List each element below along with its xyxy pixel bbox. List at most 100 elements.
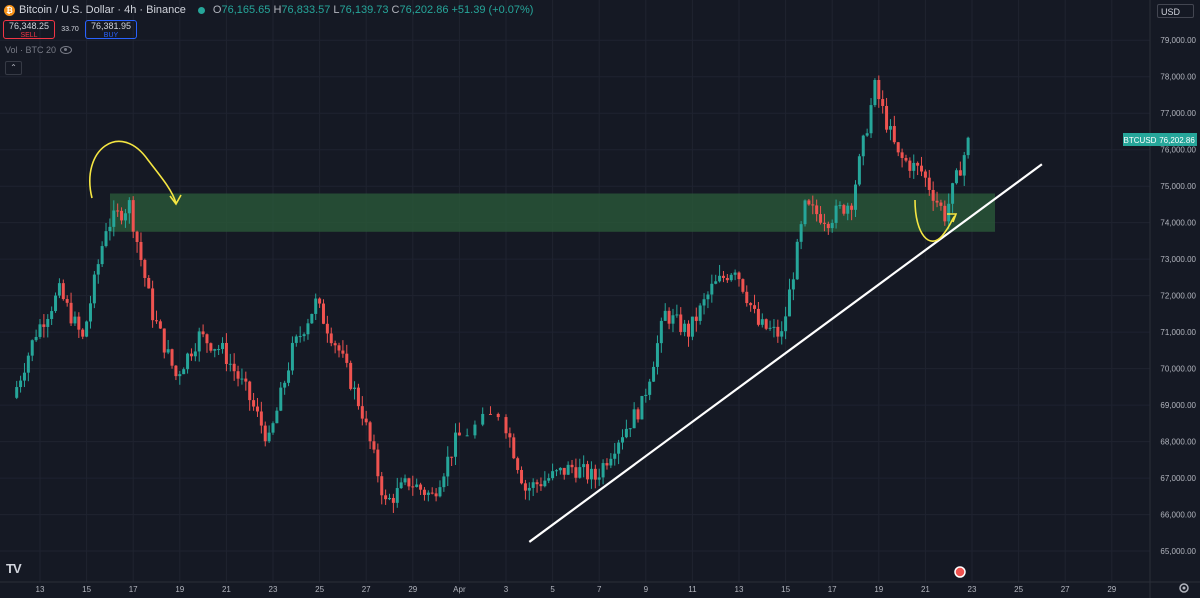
candle-body xyxy=(255,406,259,412)
support-zone xyxy=(110,193,995,232)
candle-body xyxy=(512,437,516,459)
volume-indicator-legend[interactable]: Vol · BTC 20 xyxy=(5,45,73,55)
candle-body xyxy=(628,428,632,430)
x-tick-label: 13 xyxy=(735,585,744,594)
candle-body xyxy=(248,381,252,401)
candle-body xyxy=(675,314,679,316)
buy-button[interactable]: 76,381.95 BUY xyxy=(85,20,137,39)
candle-body xyxy=(593,468,597,480)
candle-body xyxy=(900,152,904,158)
x-tick-label: 19 xyxy=(175,585,184,594)
market-status-icon xyxy=(197,6,205,14)
eye-icon[interactable] xyxy=(60,46,73,54)
candle-body xyxy=(923,171,927,178)
candle-body xyxy=(318,298,322,304)
candle-body xyxy=(209,343,213,351)
volume-indicator-label: Vol · BTC 20 xyxy=(5,45,57,55)
candle-body xyxy=(488,413,492,415)
candle-body xyxy=(896,142,900,153)
candle-body xyxy=(337,345,341,351)
x-tick-label: 21 xyxy=(222,585,231,594)
candle-body xyxy=(442,476,446,488)
arc-annotation-bottom xyxy=(914,199,956,242)
symbol-title[interactable]: Bitcoin / U.S. Dollar · 4h · Binance xyxy=(19,4,186,16)
candle-body xyxy=(621,437,624,443)
candle-body xyxy=(287,370,291,383)
candle-body xyxy=(846,205,850,214)
candle-body xyxy=(939,202,943,206)
candle-body xyxy=(718,275,722,282)
trendline xyxy=(528,163,1043,543)
y-tick-label: 75,000.00 xyxy=(1160,182,1196,191)
candle-body xyxy=(201,331,205,335)
candle-body xyxy=(760,319,764,325)
candle-body xyxy=(415,484,419,487)
candle-body xyxy=(454,432,458,457)
collapse-legend-button[interactable]: ⌃ xyxy=(5,61,22,75)
candle-body xyxy=(104,231,108,247)
candle-body xyxy=(356,387,360,407)
candle-body xyxy=(380,476,384,496)
candle-body xyxy=(644,394,648,397)
candle-body xyxy=(698,305,702,321)
x-tick-label: 5 xyxy=(550,585,555,594)
candle-body xyxy=(42,324,46,327)
candle-body xyxy=(376,449,380,477)
candle-body xyxy=(419,484,423,490)
candle-body xyxy=(729,274,733,281)
candle-body xyxy=(244,378,248,382)
y-tick-label: 76,000.00 xyxy=(1160,146,1196,155)
candle-body xyxy=(562,467,566,475)
candle-body xyxy=(819,214,823,223)
candle-body xyxy=(854,184,857,210)
candle-body xyxy=(65,299,69,303)
candle-body xyxy=(756,308,760,325)
candle-body xyxy=(605,463,609,466)
candle-body xyxy=(450,456,454,458)
candle-body xyxy=(259,411,263,426)
gear-icon[interactable] xyxy=(1178,582,1190,594)
candle-body xyxy=(787,289,791,317)
candle-body xyxy=(912,162,916,171)
x-tick-label: 29 xyxy=(408,585,417,594)
candle-body xyxy=(671,315,675,324)
candle-body xyxy=(283,382,287,388)
candle-body xyxy=(799,224,803,242)
candle-body xyxy=(139,241,143,260)
candle-body xyxy=(306,323,310,335)
candle-body xyxy=(151,288,155,321)
candle-body xyxy=(694,316,698,321)
candle-body xyxy=(19,380,23,388)
last-price-symbol: BTCUSD xyxy=(1124,136,1157,145)
candle-body xyxy=(298,336,302,338)
candle-body xyxy=(182,369,186,375)
candle-body xyxy=(236,371,240,379)
candle-body xyxy=(589,468,593,480)
candle-body xyxy=(842,205,846,214)
candle-body xyxy=(679,314,683,332)
candle-body xyxy=(597,477,601,480)
candle-body xyxy=(446,456,450,477)
candle-body xyxy=(112,210,116,227)
candle-body xyxy=(873,80,877,106)
candle-body xyxy=(659,320,663,344)
x-tick-label: 7 xyxy=(597,585,602,594)
x-tick-label: 21 xyxy=(921,585,930,594)
candle-body xyxy=(131,200,135,232)
candle-body xyxy=(935,200,939,203)
y-tick-label: 71,000.00 xyxy=(1160,328,1196,337)
y-tick-label: 67,000.00 xyxy=(1160,474,1196,483)
last-price-value: 76,202.86 xyxy=(1159,136,1195,145)
candle-body xyxy=(88,303,92,322)
x-tick-label: 13 xyxy=(36,585,45,594)
candle-body xyxy=(578,467,582,478)
sell-button[interactable]: 76,348.25 SELL xyxy=(3,20,55,39)
candle-body xyxy=(815,205,819,215)
arrow-head-bottom xyxy=(947,213,958,223)
currency-selector[interactable]: USD xyxy=(1157,4,1194,18)
candle-body xyxy=(426,492,430,495)
ohlc-values: O76,165.65 H76,833.57 L76,139.73 C76,202… xyxy=(212,4,534,16)
candle-body xyxy=(725,277,729,281)
